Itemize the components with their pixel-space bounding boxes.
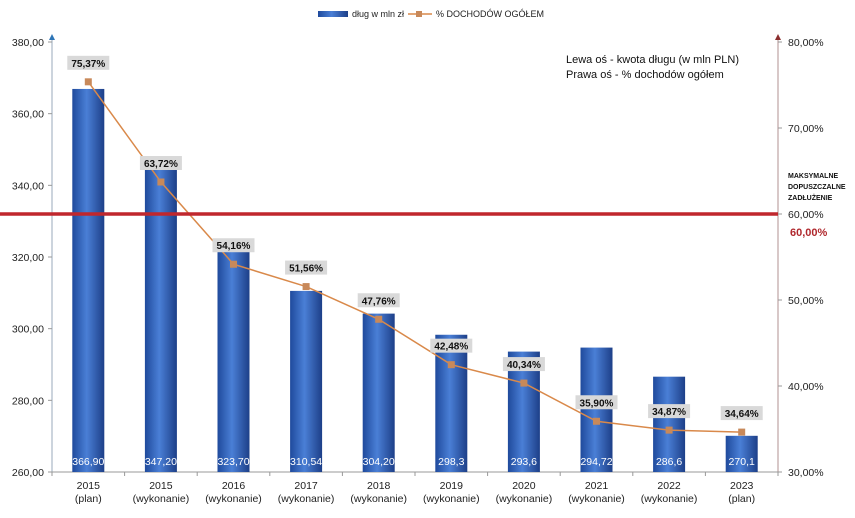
pct-label: 54,16% <box>217 241 251 252</box>
x-tick-label-type: (wykonanie) <box>278 493 335 505</box>
pct-label: 35,90% <box>580 398 614 409</box>
x-tick-label-year: 2018 <box>367 480 391 492</box>
pct-label: 47,76% <box>362 296 396 307</box>
threshold-label-1: MAKSYMALNE <box>788 173 838 180</box>
bar-value-label: 347,20 <box>145 456 177 468</box>
x-tick-label-type: (wykonanie) <box>496 493 553 505</box>
bar <box>653 376 686 472</box>
x-tick-label-type: (wykonanie) <box>568 493 625 505</box>
pct-label-bg <box>575 395 618 410</box>
legend-bar-label: dług w mln zł <box>352 9 404 19</box>
pct-marker <box>157 178 165 186</box>
pct-label: 40,34% <box>507 360 541 371</box>
threshold-label-3: ZADŁUŻENIE <box>788 194 833 202</box>
x-tick-label-year: 2016 <box>222 480 246 492</box>
x-tick-label-year: 2019 <box>440 480 464 492</box>
pct-label-bg <box>357 293 400 308</box>
threshold: MAKSYMALNE DOPUSZCZALNE ZADŁUŻENIE 60,00… <box>0 173 846 239</box>
x-tick-label-type: (plan) <box>75 493 102 505</box>
bar-value-label: 294,72 <box>580 456 612 468</box>
bar <box>72 88 105 473</box>
bar-value-label: 366,90 <box>72 456 104 468</box>
left-tick-label: 340,00 <box>12 180 44 192</box>
bar <box>507 351 540 472</box>
pct-label: 63,72% <box>144 159 178 170</box>
bar <box>580 347 613 472</box>
bar <box>290 290 323 472</box>
legend-bar-swatch <box>318 11 348 17</box>
bar <box>144 159 177 473</box>
legend-line-label: % DOCHODÓW OGÓŁEM <box>436 9 544 19</box>
pct-label: 34,87% <box>652 407 686 418</box>
pct-label-bg <box>720 406 763 421</box>
bar <box>217 243 250 472</box>
left-axis-arrow-icon <box>49 34 55 40</box>
right-tick-label: 70,00% <box>788 123 824 135</box>
pct-marker <box>84 78 92 86</box>
pct-marker <box>738 428 746 436</box>
pct-label-bg <box>67 55 110 70</box>
pct-label-bg <box>212 238 255 253</box>
x-tick-label-year: 2023 <box>730 480 754 492</box>
x-tick-label-year: 2017 <box>294 480 318 492</box>
pct-marker <box>230 260 237 268</box>
x-tick-label-type: (wykonanie) <box>205 493 262 505</box>
left-tick-label: 320,00 <box>12 252 44 264</box>
x-tick-label-type: (wykonanie) <box>133 493 190 505</box>
bar-value-label: 298,3 <box>438 456 464 468</box>
legend-line-marker <box>416 11 422 17</box>
x-tick-label-type: (plan) <box>728 493 755 505</box>
pct-label: 51,56% <box>289 264 323 275</box>
bar-value-label: 286,6 <box>656 456 682 468</box>
pct-label-bg <box>502 357 545 372</box>
pct-line <box>87 81 742 433</box>
x-tick-label-type: (wykonanie) <box>423 493 480 505</box>
bar-value-label: 310,54 <box>290 456 322 468</box>
pct-label-bg <box>285 260 328 275</box>
right-tick-label: 50,00% <box>788 295 824 307</box>
left-tick-label: 380,00 <box>12 37 44 49</box>
bar-value-label: 304,20 <box>363 456 395 468</box>
threshold-value: 60,00% <box>790 227 828 239</box>
threshold-label-2: DOPUSZCZALNE <box>788 184 846 191</box>
pct-label: 42,48% <box>434 342 468 353</box>
left-tick-label: 280,00 <box>12 395 44 407</box>
pct-marker <box>593 417 600 425</box>
right-tick-label: 30,00% <box>788 467 824 479</box>
left-tick-label: 260,00 <box>12 467 44 479</box>
pct-marker <box>447 361 455 369</box>
annotation-right-axis: Prawa oś - % dochodów ogółem <box>566 69 724 81</box>
pct-marker <box>520 379 528 387</box>
pct-label: 75,37% <box>71 59 105 70</box>
x-tick-label-type: (wykonanie) <box>350 493 407 505</box>
bar-value-label: 270,1 <box>729 456 755 468</box>
pct-label-bg <box>648 404 691 419</box>
pct-marker <box>302 283 310 291</box>
right-tick-label: 80,00% <box>788 37 824 49</box>
bar <box>362 313 395 472</box>
legend: dług w mln zł % DOCHODÓW OGÓŁEM <box>318 9 544 19</box>
x-tick-label-year: 2021 <box>585 480 609 492</box>
right-tick-label: 40,00% <box>788 381 824 393</box>
bar <box>725 435 758 472</box>
pct-label-bg <box>139 156 182 171</box>
bar <box>435 334 468 472</box>
x-tick-label-year: 2015 <box>149 480 173 492</box>
right-tick-label: 60,00% <box>788 209 824 221</box>
bar-value-label: 323,70 <box>217 456 249 468</box>
x-tick-label-year: 2015 <box>77 480 101 492</box>
pct-label: 34,64% <box>725 409 759 420</box>
x-tick-label-year: 2020 <box>512 480 536 492</box>
x-tick-label-type: (wykonanie) <box>641 493 698 505</box>
annotation-left-axis: Lewa oś - kwota długu (w mln PLN) <box>566 54 739 66</box>
right-axis-arrow-icon <box>775 34 781 40</box>
x-tick-label-year: 2022 <box>657 480 681 492</box>
pct-marker <box>665 426 673 434</box>
pct-label-bg <box>430 338 473 353</box>
left-tick-label: 300,00 <box>12 324 44 336</box>
left-tick-label: 360,00 <box>12 109 44 121</box>
pct-marker <box>375 315 383 323</box>
bar-value-label: 293,6 <box>511 456 537 468</box>
